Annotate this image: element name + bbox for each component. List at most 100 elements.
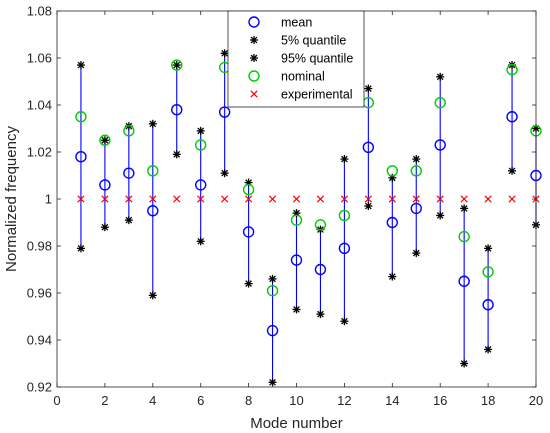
experimental-point (101, 195, 109, 203)
5pct-quantile-point (244, 279, 253, 288)
5pct-quantile-point (340, 317, 349, 326)
y-tick-label: 0.92 (27, 380, 52, 395)
x-tick-label: 12 (337, 393, 351, 408)
mean-point (242, 226, 255, 238)
experimental-point (460, 195, 468, 203)
95pct-quantile-point (172, 61, 181, 70)
5pct-quantile-point (100, 223, 109, 232)
mean-point (482, 299, 494, 311)
5pct-quantile-point (148, 291, 157, 300)
5pct-quantile-point (364, 202, 373, 211)
y-tick-label: 1 (45, 192, 52, 207)
5pct-quantile-point (508, 166, 517, 175)
mean-point (434, 139, 446, 151)
y-tick-label: 1.08 (27, 4, 52, 19)
legend-label-experimental: experimental (281, 88, 353, 102)
legend-marker-95pct-quantile (250, 54, 258, 62)
x-tick-label: 4 (149, 393, 156, 408)
y-tick-label: 0.96 (27, 286, 52, 301)
x-tick-label: 14 (385, 393, 399, 408)
mean-point (290, 254, 303, 266)
5pct-quantile-point (388, 272, 397, 281)
5pct-quantile-point (76, 244, 85, 253)
experimental-point (364, 195, 372, 203)
nominal-point (434, 96, 446, 109)
experimental-point (412, 195, 420, 203)
experimental-point (221, 195, 229, 203)
95pct-quantile-point (460, 204, 469, 213)
x-tick-label: 16 (433, 393, 447, 408)
x-axis-label: Mode number (250, 415, 343, 432)
95pct-quantile-point (364, 84, 373, 93)
x-tick-label: 8 (245, 393, 252, 408)
mean-point (147, 205, 159, 217)
experimental-point (77, 195, 85, 203)
5pct-quantile-point (484, 345, 493, 354)
y-tick-label: 1.02 (27, 145, 52, 160)
mean-point (338, 242, 351, 255)
experimental-point (388, 195, 396, 203)
mean-point (362, 141, 375, 154)
legend: mean 5% quantile 95% quantile nominal experi… (227, 10, 365, 108)
experimental-point (316, 195, 325, 203)
x-tick-label: 10 (289, 393, 303, 408)
markers (75, 49, 542, 387)
5pct-quantile-point (124, 216, 133, 225)
5pct-quantile-point (196, 237, 205, 246)
mean-point (314, 263, 327, 276)
5pct-quantile-point (172, 150, 181, 159)
5pct-quantile-point (268, 378, 277, 387)
legend-label-5pct-quantile: 5% quantile (281, 34, 346, 48)
5pct-quantile-point (316, 310, 325, 319)
experimental-point (484, 195, 492, 203)
mean-point (386, 216, 398, 229)
nominal-point (482, 266, 494, 278)
legend-label-nominal: nominal (281, 70, 325, 84)
experimental-point (125, 195, 133, 203)
nominal-point (458, 230, 470, 243)
nominal-point (99, 134, 111, 146)
5pct-quantile-point (292, 305, 301, 314)
y-tick-label: 0.94 (27, 333, 52, 348)
mean-point (99, 179, 111, 191)
95pct-quantile-point (76, 61, 85, 70)
95pct-quantile-point (412, 155, 421, 164)
95pct-quantile-point (148, 119, 157, 128)
nominal-point (147, 165, 159, 177)
nominal-point (410, 165, 422, 177)
95pct-quantile-point (340, 155, 349, 164)
x-tick-label: 2 (101, 393, 108, 408)
nominal-point (506, 64, 518, 76)
nominal-point (194, 139, 207, 151)
nominal-point (75, 111, 87, 123)
legend-label-mean: mean (281, 16, 312, 30)
experimental-point (292, 195, 301, 203)
nominal-point (123, 125, 135, 137)
x-tick-label: 18 (481, 393, 495, 408)
legend-marker-mean (248, 16, 260, 28)
x-tick-label: 6 (197, 393, 204, 408)
95pct-quantile-point (220, 49, 229, 58)
y-tick-label: 1.04 (27, 98, 52, 113)
95pct-quantile-point (196, 126, 205, 135)
mean-point (194, 179, 207, 191)
x-tick-label: 20 (529, 393, 543, 408)
experimental-point (173, 195, 181, 203)
mean-point (410, 202, 422, 215)
mean-point (458, 275, 470, 287)
y-tick-label: 0.98 (27, 239, 52, 254)
legend-label-95pct-quantile: 95% quantile (281, 52, 353, 66)
5pct-quantile-point (412, 249, 421, 258)
experimental-point (244, 195, 253, 203)
experimental-point (268, 195, 277, 203)
mean-point (171, 103, 183, 116)
5pct-quantile-point (460, 359, 469, 368)
legend-marker-5pct-quantile (250, 36, 258, 44)
mean-point (123, 167, 135, 179)
nominal-point (242, 183, 255, 196)
x-axis: 0 2 4 6 8 10 12 14 16 18 20 (53, 11, 543, 408)
legend-marker-nominal (248, 70, 260, 82)
95pct-quantile-point (484, 244, 493, 253)
mean-point (506, 111, 518, 123)
